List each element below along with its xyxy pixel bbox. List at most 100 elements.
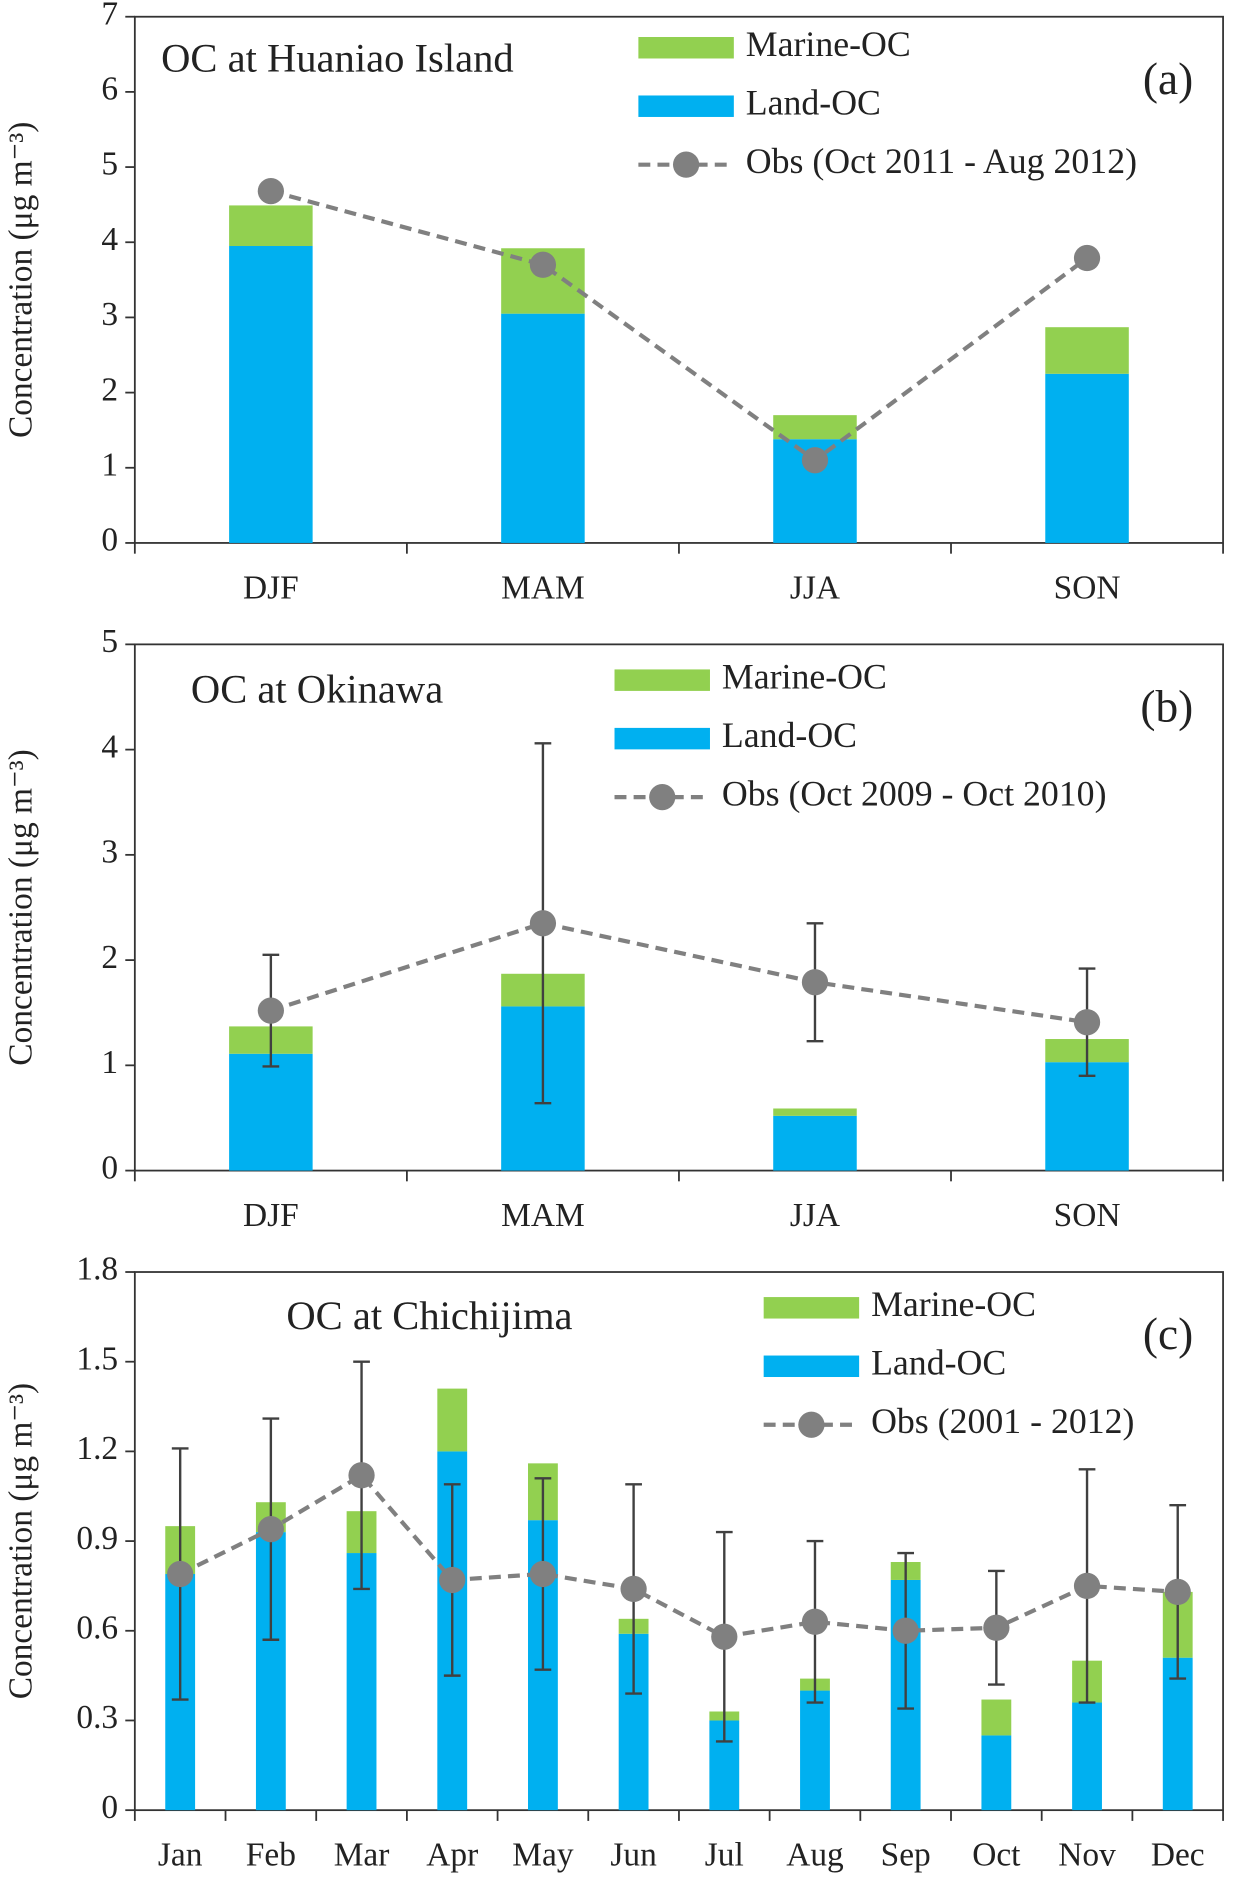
obs-point — [439, 1566, 466, 1594]
bar-segment — [346, 1553, 377, 1811]
obs-point — [1073, 244, 1101, 272]
y-tick-label: 1.8 — [76, 1251, 118, 1288]
x-tick-label: JJA — [790, 1197, 840, 1234]
x-tick-label: Jul — [705, 1837, 744, 1874]
legend-label: Marine-OC — [871, 1284, 1036, 1324]
y-tick-label: 0 — [101, 1789, 118, 1826]
x-tick-label: Jan — [158, 1837, 203, 1874]
bar-segment — [773, 1115, 857, 1171]
x-tick-label: Mar — [334, 1837, 390, 1874]
legend-label: Obs (Oct 2009 - Oct 2010) — [722, 773, 1107, 813]
obs-point — [620, 1575, 647, 1603]
legend-label: Land-OC — [871, 1342, 1006, 1382]
obs-line — [179, 1472, 1178, 1639]
legend-label: Obs (Oct 2011 - Aug 2012) — [746, 141, 1137, 181]
y-axis-label: Concentration (μg m⁻³) — [3, 1383, 40, 1699]
legend-swatch — [614, 669, 710, 691]
obs-point — [257, 1516, 284, 1543]
legend-label: Marine-OC — [746, 24, 911, 64]
bar-segment — [501, 313, 585, 543]
x-tick-label: Nov — [1058, 1837, 1116, 1874]
legend-marker — [649, 783, 676, 811]
y-tick-label: 7 — [101, 0, 118, 32]
x-tick-label: DJF — [243, 569, 299, 606]
bar-segment — [800, 1690, 830, 1811]
bar-segment — [773, 415, 857, 440]
legend-swatch — [638, 95, 734, 117]
y-tick-label: 2 — [101, 939, 118, 976]
panel-label: (b) — [1140, 682, 1193, 732]
obs-point — [257, 178, 284, 205]
obs-point — [529, 1560, 557, 1588]
obs-point — [1164, 1578, 1191, 1606]
obs-point — [348, 1462, 375, 1489]
legend-swatch — [614, 727, 710, 750]
obs-point — [1073, 1572, 1101, 1600]
chart-title: OC at Chichijima — [286, 1293, 572, 1338]
panel-label: (a) — [1143, 54, 1193, 104]
y-axis-label: Concentration (μg m⁻³) — [3, 749, 40, 1065]
obs-point — [257, 997, 284, 1024]
x-tick-label: SON — [1054, 569, 1121, 606]
chart-title: OC at Huaniao Island — [161, 35, 514, 80]
obs-point — [801, 969, 829, 996]
y-tick-label: 0.3 — [76, 1699, 118, 1736]
obs-point — [167, 1560, 194, 1588]
obs-point — [529, 910, 557, 937]
y-tick-label: 0.6 — [76, 1609, 118, 1646]
legend-label: Obs (2001 - 2012) — [871, 1401, 1134, 1441]
bar-segment — [1045, 373, 1129, 543]
x-tick-label: DJF — [243, 1197, 299, 1234]
bar-segment — [1045, 327, 1129, 374]
legend-label: Land-OC — [746, 82, 881, 122]
x-tick-label: SON — [1054, 1197, 1121, 1234]
bar-segment — [981, 1699, 1012, 1736]
legend-label: Land-OC — [722, 715, 857, 755]
y-tick-label: 5 — [101, 146, 118, 183]
y-tick-label: 0 — [101, 522, 118, 559]
y-tick-label: 4 — [101, 221, 118, 258]
obs-point — [1073, 1009, 1101, 1036]
x-tick-label: Dec — [1151, 1837, 1205, 1874]
y-tick-label: 2 — [101, 371, 118, 408]
obs-line — [270, 189, 1089, 463]
y-tick-label: 1.5 — [76, 1340, 118, 1377]
y-tick-label: 3 — [101, 834, 118, 871]
legend-label: Marine-OC — [722, 656, 887, 696]
legend-swatch — [638, 37, 734, 59]
y-tick-label: 0.9 — [76, 1520, 118, 1557]
x-tick-label: Apr — [426, 1837, 478, 1874]
bar-segment — [437, 1388, 468, 1452]
bar-segment — [773, 1108, 857, 1116]
obs-point — [801, 1608, 829, 1635]
obs-point — [711, 1623, 738, 1650]
x-tick-label: Jun — [610, 1837, 657, 1874]
legend-marker — [672, 151, 700, 178]
x-tick-label: Sep — [881, 1837, 931, 1874]
bar-segment — [981, 1735, 1012, 1811]
y-tick-label: 4 — [101, 728, 118, 765]
obs-line — [270, 921, 1088, 1025]
chart-title: OC at Okinawa — [191, 667, 443, 712]
x-tick-label: May — [512, 1837, 574, 1874]
bar-segment — [229, 1053, 313, 1171]
x-tick-label: MAM — [501, 569, 585, 606]
bar-segment — [229, 246, 313, 543]
x-tick-label: MAM — [501, 1197, 585, 1234]
x-tick-label: Oct — [972, 1837, 1021, 1874]
obs-point — [892, 1617, 919, 1644]
bar-segment — [1072, 1702, 1102, 1811]
y-tick-label: 0 — [101, 1149, 118, 1186]
y-tick-label: 5 — [101, 623, 118, 660]
y-tick-label: 3 — [101, 296, 118, 333]
bar-segment — [1162, 1657, 1193, 1811]
x-tick-label: JJA — [790, 569, 840, 606]
y-tick-label: 1 — [101, 446, 118, 483]
legend-swatch — [763, 1297, 860, 1319]
legend-swatch — [763, 1355, 860, 1378]
obs-point — [983, 1614, 1010, 1641]
legend-marker — [798, 1411, 825, 1438]
y-tick-label: 1.2 — [76, 1430, 118, 1467]
